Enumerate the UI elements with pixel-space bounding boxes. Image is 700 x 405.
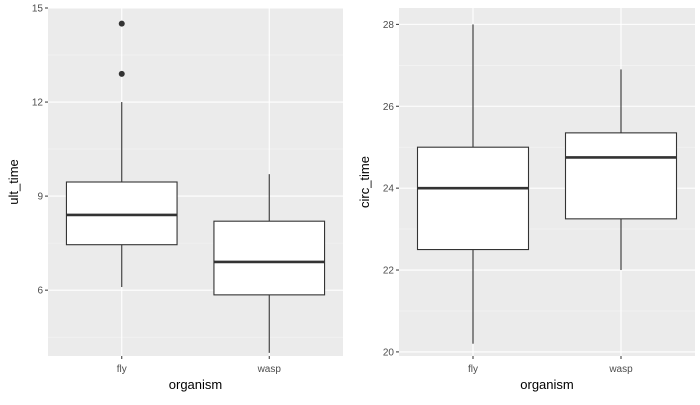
iqr-box (416, 146, 530, 251)
y-tick-label: 6 (37, 286, 43, 297)
x-tick-label: wasp (608, 364, 633, 375)
y-tick-label: 28 (383, 20, 395, 31)
y-tick-label: 20 (383, 347, 395, 358)
box-wasp (213, 174, 326, 353)
panel-circ-time: 20 22 24 26 28 fly wasp organism circ_time (357, 8, 695, 392)
box-wasp (564, 69, 678, 271)
y-axis-title: circ_time (357, 156, 372, 208)
y-tick-label: 26 (383, 102, 395, 113)
iqr-box (564, 132, 678, 220)
iqr-box (213, 220, 326, 296)
x-axis-title: organism (520, 377, 573, 392)
y-tick-label: 15 (32, 4, 44, 15)
iqr-box (65, 181, 178, 246)
x-tick-label: fly (117, 364, 127, 375)
y-axis-title: ult_time (6, 159, 21, 205)
y-tick-label: 24 (383, 184, 395, 195)
y-tick-label: 22 (383, 266, 395, 277)
panel-ult-time: 6 9 12 15 fly wasp organism ult_time (6, 4, 343, 392)
x-tick-label: wasp (257, 364, 282, 375)
outlier-point (118, 70, 125, 77)
box-fly (416, 24, 530, 344)
y-tick-label: 12 (32, 98, 44, 109)
box-fly (65, 20, 178, 288)
x-tick-label: fly (468, 364, 478, 375)
y-tick-label: 9 (37, 192, 43, 203)
x-axis-title: organism (169, 377, 222, 392)
outlier-point (118, 20, 125, 27)
